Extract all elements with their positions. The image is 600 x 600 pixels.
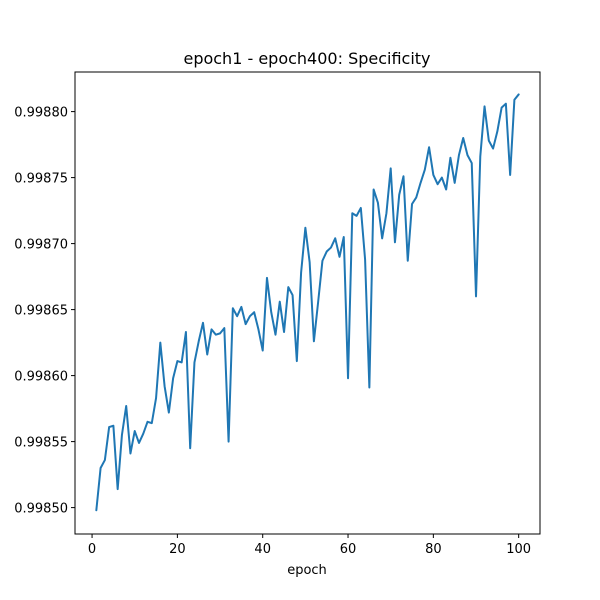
y-tick-label: 0.99855 <box>14 436 68 451</box>
x-axis-label: epoch <box>287 563 327 578</box>
x-tick-label: 80 <box>425 542 442 557</box>
y-axis-ticks: 0.99850 0.99855 0.99860 0.99865 0.99870 0.998… <box>14 106 75 517</box>
y-tick-label: 0.99850 <box>14 502 68 517</box>
x-axis-ticks: 0 20 40 60 80 100 <box>88 534 531 557</box>
y-tick-label: 0.99875 <box>14 172 68 187</box>
chart-title: epoch1 - epoch400: Specificity <box>183 49 430 68</box>
x-tick-label: 0 <box>88 542 96 557</box>
x-tick-label: 60 <box>340 542 357 557</box>
y-tick-label: 0.99880 <box>14 106 68 121</box>
y-tick-label: 0.99870 <box>14 238 68 253</box>
y-tick-label: 0.99860 <box>14 370 68 385</box>
plot-frame <box>74 71 541 535</box>
x-tick-label: 40 <box>254 542 271 557</box>
x-tick-label: 20 <box>169 542 186 557</box>
x-tick-label: 100 <box>506 542 531 557</box>
y-tick-label: 0.99865 <box>14 304 68 319</box>
series-line <box>95 93 520 512</box>
